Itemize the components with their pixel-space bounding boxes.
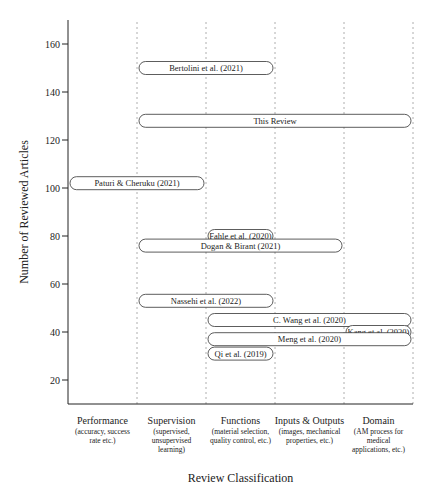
svg-text:(supervised,: (supervised, — [153, 427, 190, 436]
svg-text:Review Classification: Review Classification — [188, 471, 294, 485]
svg-text:(material selection,: (material selection, — [212, 427, 270, 436]
svg-text:applications, etc.): applications, etc.) — [352, 445, 406, 454]
svg-text:properties, etc.): properties, etc.) — [286, 436, 333, 445]
svg-text:quality control, etc.): quality control, etc.) — [210, 436, 271, 445]
svg-text:60: 60 — [50, 279, 60, 290]
svg-text:medical: medical — [367, 436, 391, 445]
svg-text:This Review: This Review — [253, 116, 297, 126]
svg-text:(images, mechanical: (images, mechanical — [279, 427, 341, 436]
svg-text:140: 140 — [45, 87, 60, 98]
svg-text:Dogan & Birant (2021): Dogan & Birant (2021) — [201, 241, 281, 251]
svg-text:(accuracy, success: (accuracy, success — [75, 427, 130, 436]
svg-text:Meng et al. (2020): Meng et al. (2020) — [278, 334, 341, 344]
svg-text:rate etc.): rate etc.) — [89, 436, 116, 445]
svg-text:Kang et al. (2020): Kang et al. (2020) — [347, 327, 410, 337]
svg-text:Functions: Functions — [221, 415, 261, 426]
svg-text:(AM process for: (AM process for — [354, 427, 404, 436]
svg-text:C. Wang et al. (2020): C. Wang et al. (2020) — [273, 315, 346, 325]
svg-text:Bertolini et al. (2021): Bertolini et al. (2021) — [169, 63, 243, 73]
svg-text:80: 80 — [50, 231, 60, 242]
svg-text:Domain: Domain — [362, 415, 394, 426]
svg-text:100: 100 — [45, 183, 60, 194]
svg-text:Paturi & Cheruku (2021): Paturi & Cheruku (2021) — [94, 178, 179, 188]
svg-text:40: 40 — [50, 327, 60, 338]
svg-text:120: 120 — [45, 135, 60, 146]
svg-text:Inputs & Outputs: Inputs & Outputs — [275, 415, 345, 426]
svg-text:Qi et al. (2019): Qi et al. (2019) — [215, 349, 267, 359]
svg-text:unsupervised: unsupervised — [152, 436, 192, 445]
svg-text:Nassehi et al. (2022): Nassehi et al. (2022) — [171, 296, 242, 306]
svg-text:Supervision: Supervision — [148, 415, 196, 426]
svg-text:20: 20 — [50, 375, 60, 386]
svg-text:Performance: Performance — [77, 415, 129, 426]
svg-text:learning): learning) — [158, 445, 186, 454]
svg-text:160: 160 — [45, 39, 60, 50]
svg-text:Number of Reviewed Articles: Number of Reviewed Articles — [17, 140, 31, 284]
svg-text:Fahle et al. (2020): Fahle et al. (2020) — [209, 231, 272, 241]
